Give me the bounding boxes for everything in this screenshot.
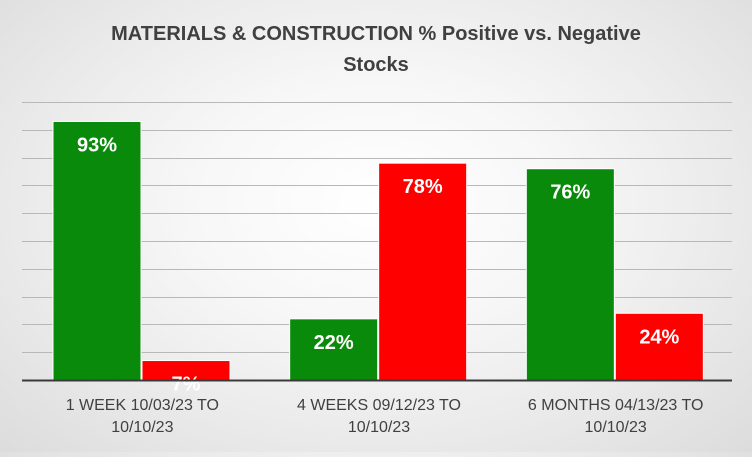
x-tick-label: 4 WEEKS 09/12/23 TO 10/10/23	[297, 397, 461, 436]
bar-value-label: 78%	[403, 176, 443, 198]
bars	[52, 120, 704, 381]
x-axis: 1 WEEK 10/03/23 TO 10/10/23 4 WEEKS 09/12/…	[22, 379, 732, 436]
bar-positive-1	[52, 120, 142, 381]
chart-title-line-1: MATERIALS & CONSTRUCTION % Positive vs. …	[111, 23, 641, 45]
bar-positive-3	[525, 168, 615, 381]
x-tick-label: 1 WEEK 10/03/23 TO 10/10/23	[66, 397, 219, 436]
bar-negative-2	[378, 162, 468, 381]
bar-positive-2	[289, 318, 379, 381]
data-labels: 93% 7% 22% 78% 76% 24%	[77, 134, 680, 395]
bar-value-label: 93%	[77, 134, 117, 156]
chart-title-line-2: Stocks	[343, 54, 409, 76]
x-tick-label: 6 MONTHS 04/13/23 TO 10/10/23	[528, 397, 703, 436]
bar-value-label: 22%	[314, 332, 354, 354]
bar-value-label: 24%	[639, 326, 679, 348]
bar-value-label: 76%	[550, 182, 590, 204]
bar-value-label: 7%	[172, 374, 201, 396]
